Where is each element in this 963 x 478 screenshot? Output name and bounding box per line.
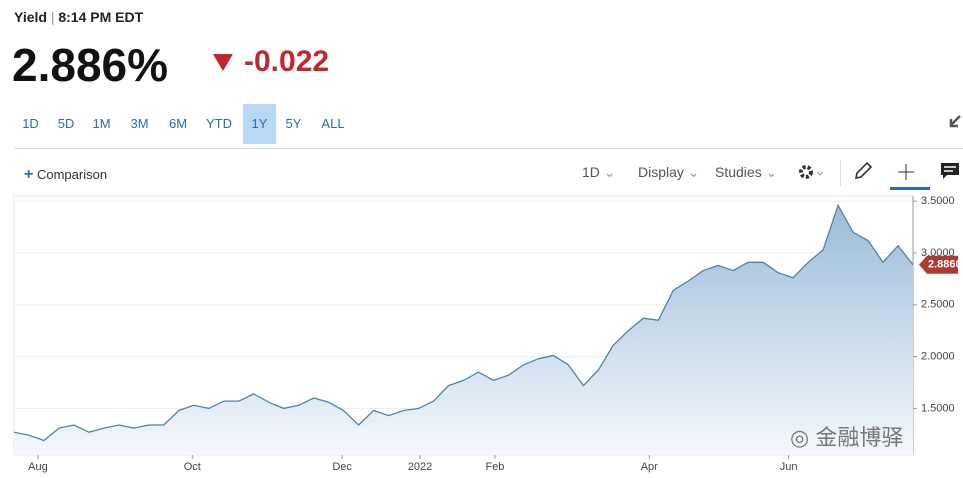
comment-icon[interactable] — [940, 162, 960, 180]
x-tick-label: Jun — [780, 461, 798, 473]
current-label: 2.8860 — [928, 259, 962, 271]
comparison-label: Comparison — [36, 167, 108, 182]
y-tick-label: 1.5000 — [921, 402, 955, 414]
quote-time: 8:14 PM EDT — [58, 9, 144, 25]
interval-label: 1D — [582, 164, 600, 180]
x-tick-label: Aug — [28, 461, 48, 473]
area — [14, 205, 913, 455]
interval-button[interactable]: 1D ⌄ — [582, 164, 616, 180]
studies-button[interactable]: Studies ⌄ — [715, 164, 778, 180]
range-button[interactable]: 5D — [57, 116, 75, 131]
comparison-button[interactable]: + Comparison — [24, 166, 108, 183]
quote-label: Yield — [14, 9, 47, 25]
x-tick-label: Feb — [485, 461, 504, 473]
x-tick-label: Dec — [332, 461, 352, 473]
y-tick-label: 2.0000 — [921, 350, 955, 362]
range-button[interactable]: 1Y — [243, 104, 276, 144]
down-arrow — [213, 54, 233, 71]
crosshair-icon[interactable] — [890, 158, 930, 190]
divider — [14, 148, 963, 149]
line — [13, 203, 914, 442]
quote-meta: Yield | 8:14 PM EDT — [14, 9, 144, 25]
display-label: Display — [638, 164, 684, 180]
range-button[interactable]: 6M — [168, 116, 188, 131]
display-button[interactable]: Display ⌄ — [638, 164, 700, 180]
range-button[interactable]: ALL — [321, 116, 345, 131]
change: -0.022 — [244, 45, 330, 78]
range-button[interactable]: 3M — [130, 116, 149, 131]
range-button[interactable]: 1D — [22, 116, 39, 131]
price: 2.886% — [12, 39, 169, 91]
watermark: ◎ 金融博驿 — [790, 425, 904, 450]
y-tick-label: 3.5000 — [921, 195, 955, 207]
x-tick-label: 2022 — [408, 461, 432, 473]
current-marker — [919, 255, 958, 274]
collapse-icon[interactable] — [947, 114, 963, 130]
x-tick-label: Oct — [184, 461, 201, 473]
y-tick-label: 2.5000 — [921, 299, 955, 311]
range-button[interactable]: 1M — [92, 116, 111, 131]
separator — [840, 160, 841, 186]
y-tick-label: 3.0000 — [921, 247, 955, 259]
draw-icon[interactable] — [853, 161, 873, 181]
watermark-text: 金融博驿 — [815, 425, 904, 450]
range-button[interactable]: 5Y — [285, 116, 302, 131]
studies-label: Studies — [715, 164, 762, 180]
range-button[interactable]: YTD — [206, 116, 232, 131]
x-tick-label: Apr — [641, 461, 658, 473]
settings-icon[interactable] — [797, 163, 827, 183]
